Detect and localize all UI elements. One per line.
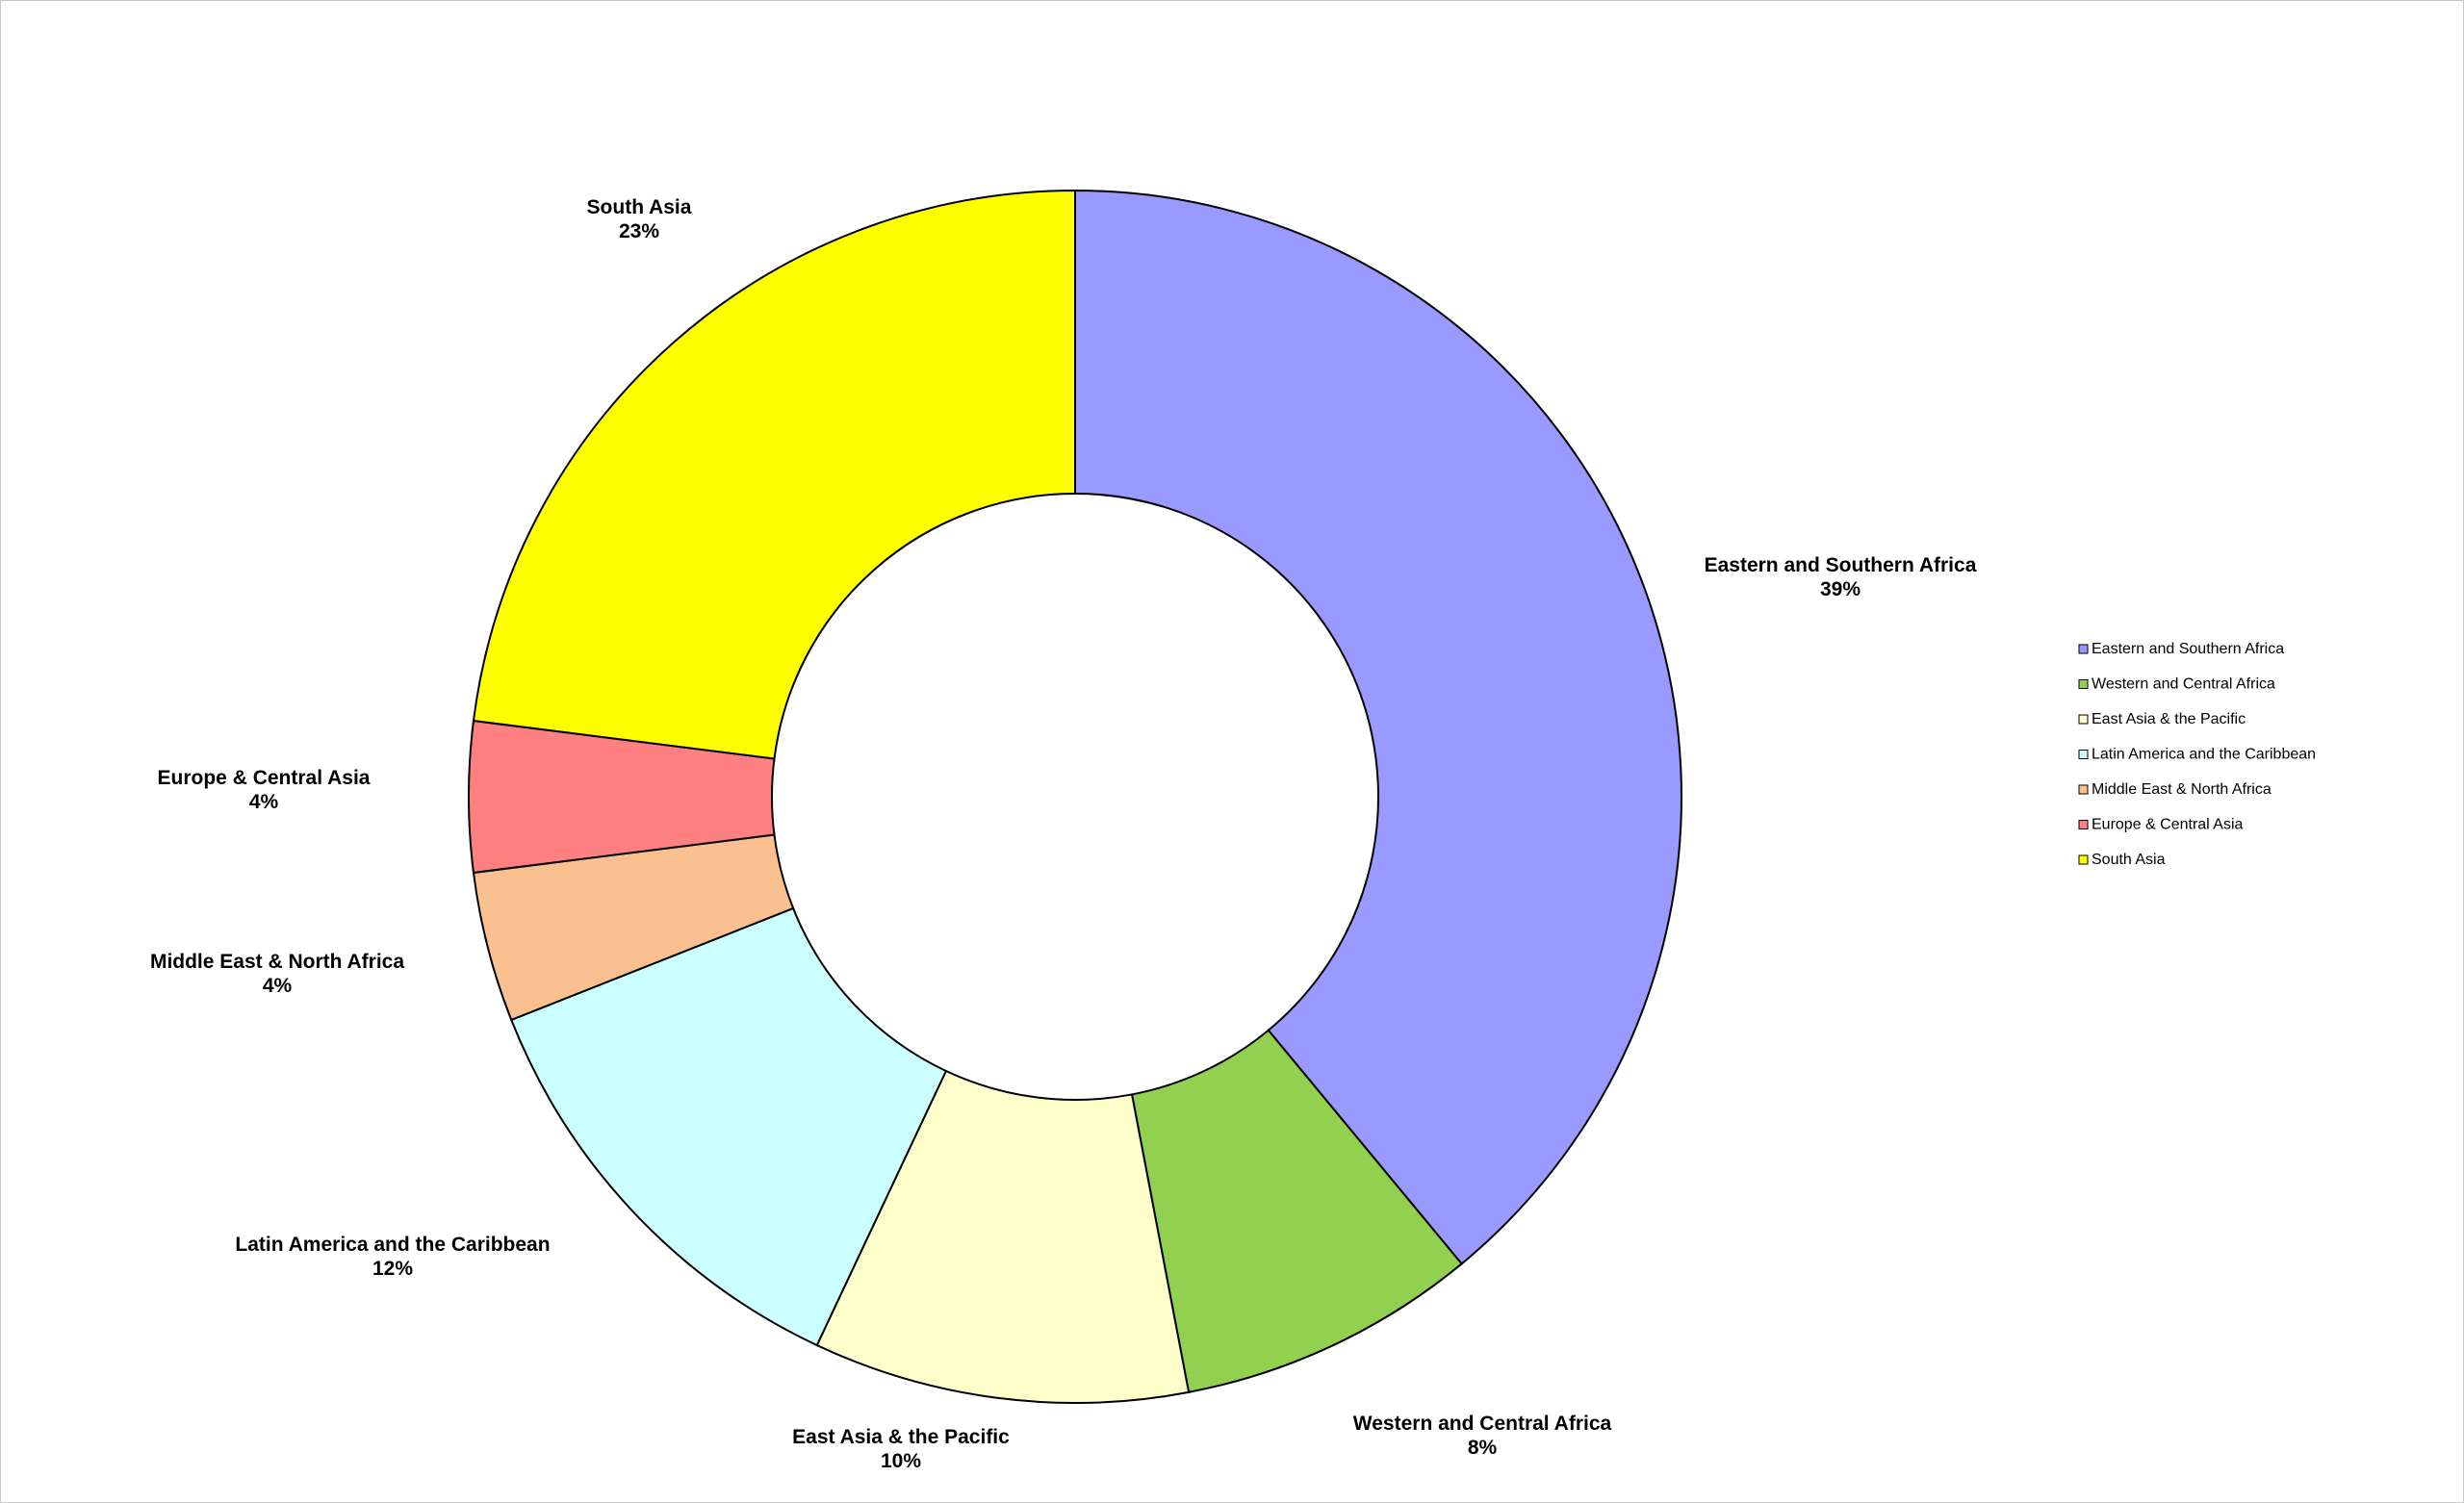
legend: Eastern and Southern Africa Western and C… [2078,641,2316,868]
slice-eastern-and-southern-africa [1074,189,1682,1265]
legend-swatch-middle-east-and-north-africa [2078,784,2089,795]
legend-entry-south-asia: South Asia [2092,852,2166,868]
legend-swatch-east-asia-and-the-pacific [2078,714,2089,725]
data-label-south-asia: South Asia 23% [587,196,692,242]
legend-swatch-europe-and-central-asia [2078,820,2089,829]
labels-group: Eastern and Southern Africa 39% Western an… [150,196,1977,1472]
legend-entry-middle-east-and-north-africa: Middle East & North Africa [2092,781,2272,798]
slice-latin-america-and-the-caribbean [509,906,948,1347]
data-label-latin-america-and-the-caribbean: Latin America and the Caribbean 12% [235,1234,550,1280]
slice-south-asia [472,189,1076,760]
legend-entry-east-asia-and-the-pacific: East Asia & the Pacific [2092,711,2246,727]
slice-east-asia-and-the-pacific [815,1069,1191,1404]
data-label-eastern-and-southern-africa: Eastern and Southern Africa 39% [1705,554,1977,600]
legend-entry-latin-america-and-the-caribbean: Latin America and the Caribbean [2092,747,2316,763]
legend-entry-eastern-and-southern-africa: Eastern and Southern Africa [2092,641,2284,657]
legend-swatch-eastern-and-southern-africa [2078,644,2089,654]
slices-group [468,189,1682,1404]
legend-entry-europe-and-central-asia: Europe & Central Asia [2092,817,2244,833]
data-label-middle-east-and-north-africa: Middle East & North Africa 4% [150,951,404,997]
data-label-western-and-central-africa: Western and Central Africa 8% [1353,1413,1612,1459]
legend-swatch-latin-america-and-the-caribbean [2078,750,2089,759]
legend-swatch-south-asia [2078,854,2089,865]
data-label-east-asia-and-the-pacific: East Asia & the Pacific 10% [792,1426,1010,1472]
data-label-europe-and-central-asia: Europe & Central Asia 4% [158,767,371,813]
legend-entry-western-and-central-africa: Western and Central Africa [2092,676,2275,693]
slice-western-and-central-africa [1130,1029,1463,1394]
legend-swatch-western-and-central-africa [2078,679,2089,689]
